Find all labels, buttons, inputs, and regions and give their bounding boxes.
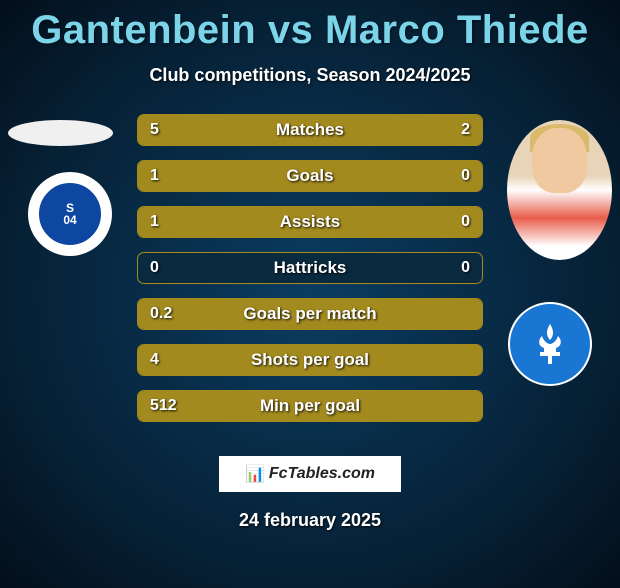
stat-row: 4Shots per goal (137, 344, 483, 376)
stat-row: 512Min per goal (137, 390, 483, 422)
badge-text-bottom: 04 (63, 214, 76, 226)
player-right-avatar (507, 120, 612, 260)
stat-row: 0.2Goals per match (137, 298, 483, 330)
bar-fill-left (138, 207, 482, 237)
stat-value-right: 0 (461, 253, 470, 283)
player-left-avatar (8, 120, 113, 146)
bar-fill-left (138, 299, 482, 329)
stat-row: 0 0Hattricks (137, 252, 483, 284)
bar-fill-left (138, 161, 482, 191)
bar-fill-left (138, 345, 482, 375)
comparison-area: S 04 52Matches10Goals10Assists00Hattrick… (0, 114, 620, 434)
stat-value-left: 4 (150, 345, 159, 375)
darmstadt-badge-icon (524, 318, 576, 370)
page-title: Gantenbein vs Marco Thiede (0, 8, 620, 53)
watermark-text: FcTables.com (269, 465, 375, 483)
stat-bars: 52Matches10Goals10Assists00Hattricks0.2G… (137, 114, 483, 422)
stat-value-left: 0.2 (150, 299, 172, 329)
stat-value-left: 1 (150, 207, 159, 237)
bar-fill-left (138, 115, 384, 145)
stat-row: 10Assists (137, 206, 483, 238)
stat-value-left: 0 (150, 253, 159, 283)
subtitle: Club competitions, Season 2024/2025 (0, 65, 620, 86)
stat-value-left: 5 (150, 115, 159, 145)
stat-label: Hattricks (138, 253, 482, 283)
avatar-head (532, 128, 587, 193)
schalke-badge-icon: S 04 (36, 180, 104, 248)
stat-value-right: 2 (461, 115, 470, 145)
stat-value-left: 1 (150, 161, 159, 191)
stat-value-right: 0 (461, 161, 470, 191)
fleur-de-lis-icon (526, 320, 574, 368)
stat-value-right: 0 (461, 207, 470, 237)
player-left-club-badge: S 04 (28, 172, 112, 256)
chart-icon: 📊 (245, 464, 265, 484)
bar-fill-left (138, 391, 482, 421)
date-text: 24 february 2025 (0, 510, 620, 531)
stat-value-left: 512 (150, 391, 177, 421)
player-right-club-badge (508, 302, 592, 386)
stat-row: 10Goals (137, 160, 483, 192)
watermark: 📊 FcTables.com (219, 456, 401, 492)
stat-row: 52Matches (137, 114, 483, 146)
